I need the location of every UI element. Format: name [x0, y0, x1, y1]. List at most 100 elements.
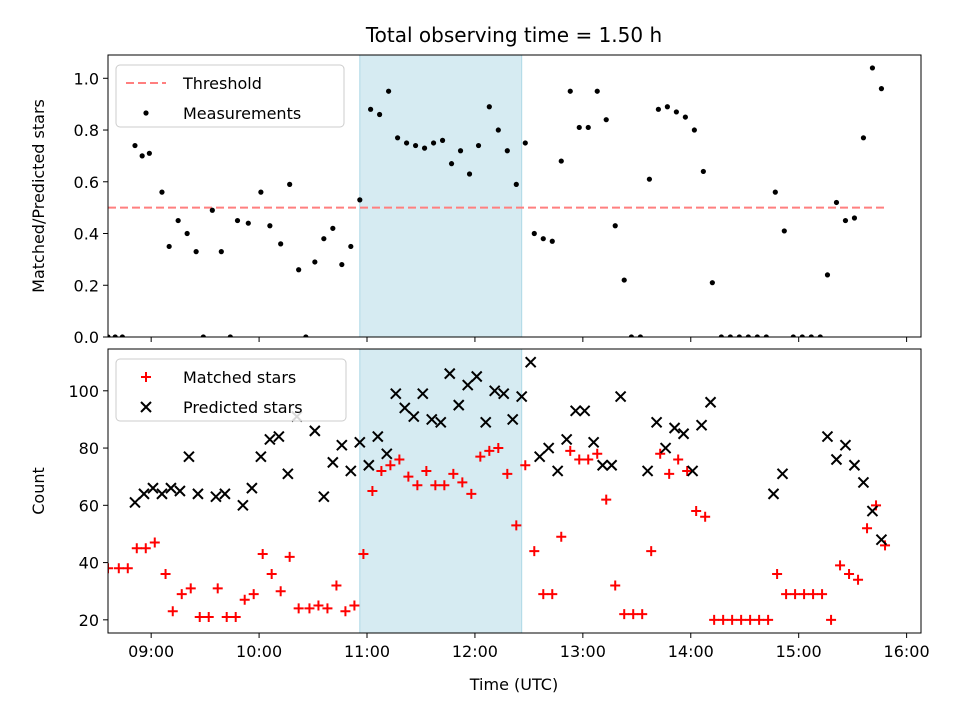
matched-point	[835, 560, 846, 571]
y-axis-label: Matched/Predicted stars	[29, 99, 48, 293]
matched-point	[457, 477, 468, 488]
measurement-point	[531, 230, 537, 237]
matched-point	[430, 480, 441, 491]
predicted-point	[408, 410, 420, 423]
measurement-point	[736, 334, 742, 337]
predicted-point	[542, 442, 555, 454]
matched-point	[799, 589, 810, 600]
measurement-point	[718, 334, 724, 337]
measurement-point	[234, 217, 241, 224]
x-tick-label: 10:00	[236, 642, 282, 661]
measurement-point	[112, 334, 118, 337]
measurement-point	[303, 334, 309, 337]
matched-point	[248, 589, 259, 600]
measurement-point	[166, 243, 172, 250]
measurement-point	[200, 334, 206, 337]
matched-point	[403, 471, 414, 482]
matched-point	[691, 506, 702, 517]
count-panel: 20 40 60 80 100 09:00 10:00 11:00 12:00 13:00 14:0…	[29, 348, 930, 661]
measurement-point	[851, 215, 858, 221]
matched-point	[574, 454, 585, 465]
x-tick-label: 09:00	[128, 642, 174, 661]
measurement-point	[119, 334, 125, 337]
measurement-point	[218, 249, 224, 255]
matched-point	[718, 614, 729, 625]
matched-point	[212, 583, 223, 594]
y-axis-label: Count	[29, 467, 48, 515]
y-tick-label: 100	[68, 382, 99, 401]
predicted-point	[246, 482, 258, 494]
matched-point	[149, 537, 160, 548]
measurement-point	[457, 148, 464, 154]
measurement-point	[448, 161, 455, 167]
predicted-point	[767, 488, 780, 500]
legend-measurement-swatch	[143, 110, 149, 116]
predicted-point	[695, 419, 708, 431]
predicted-point	[183, 450, 195, 463]
measurement-point	[745, 334, 751, 337]
measurement-point	[664, 104, 670, 110]
matched-point	[556, 531, 567, 542]
measurement-point	[612, 223, 618, 229]
matched-point	[646, 546, 657, 557]
x-tick-label: 11:00	[344, 642, 390, 661]
legend-box	[115, 64, 345, 128]
measurement-point	[209, 207, 215, 213]
matched-point	[727, 614, 738, 625]
measurement-point	[540, 236, 546, 242]
matched-point	[502, 468, 513, 479]
measurement-point	[339, 261, 345, 268]
plot-area	[108, 356, 891, 625]
highlight-span	[359, 348, 523, 634]
measurement-point	[368, 106, 374, 112]
measurement-point	[673, 109, 679, 115]
matched-point	[592, 448, 603, 459]
matched-point	[293, 603, 304, 614]
matched-point	[448, 468, 459, 479]
y-tick-label: 80	[79, 439, 99, 458]
measurement-point	[549, 238, 555, 244]
measurement-point	[727, 334, 733, 337]
axes-frame	[107, 348, 922, 634]
predicted-point	[830, 453, 843, 466]
matched-point	[221, 611, 232, 622]
matched-point	[185, 583, 196, 594]
predicted-point	[147, 482, 159, 494]
matched-point	[203, 611, 214, 622]
plot-area	[108, 65, 886, 337]
matched-point	[700, 511, 711, 522]
measurement-point	[790, 334, 796, 337]
measurement-point	[227, 334, 233, 337]
matched-point	[655, 448, 666, 459]
measurement-point	[245, 220, 251, 226]
matched-point	[763, 614, 774, 625]
matched-point	[520, 460, 531, 471]
measurement-point	[594, 88, 600, 94]
measurement-point	[357, 197, 363, 203]
y-tick-label: 40	[79, 554, 99, 573]
measurement-point	[376, 111, 383, 118]
matched-point	[358, 548, 369, 559]
measurement-point	[682, 114, 688, 120]
predicted-point	[381, 448, 393, 460]
y-tick-label: 0.4	[74, 225, 99, 244]
matched-point	[304, 603, 315, 614]
predicted-point	[776, 468, 789, 480]
matched-point	[637, 609, 648, 620]
legend-label: Measurements	[183, 104, 301, 123]
predicted-point	[462, 379, 474, 391]
matched-point	[484, 445, 495, 456]
predicted-point	[821, 430, 834, 443]
legend: Threshold Measurements	[115, 64, 345, 128]
measurement-point	[504, 148, 510, 154]
measurement-point	[567, 88, 573, 94]
matched-point	[394, 454, 405, 465]
y-tick-label: 0.2	[74, 276, 99, 295]
matched-point	[322, 603, 333, 614]
predicted-point	[255, 450, 267, 463]
measurement-point	[394, 135, 401, 141]
matched-point	[131, 543, 142, 554]
measurement-point	[296, 267, 302, 273]
predicted-point	[551, 465, 564, 477]
